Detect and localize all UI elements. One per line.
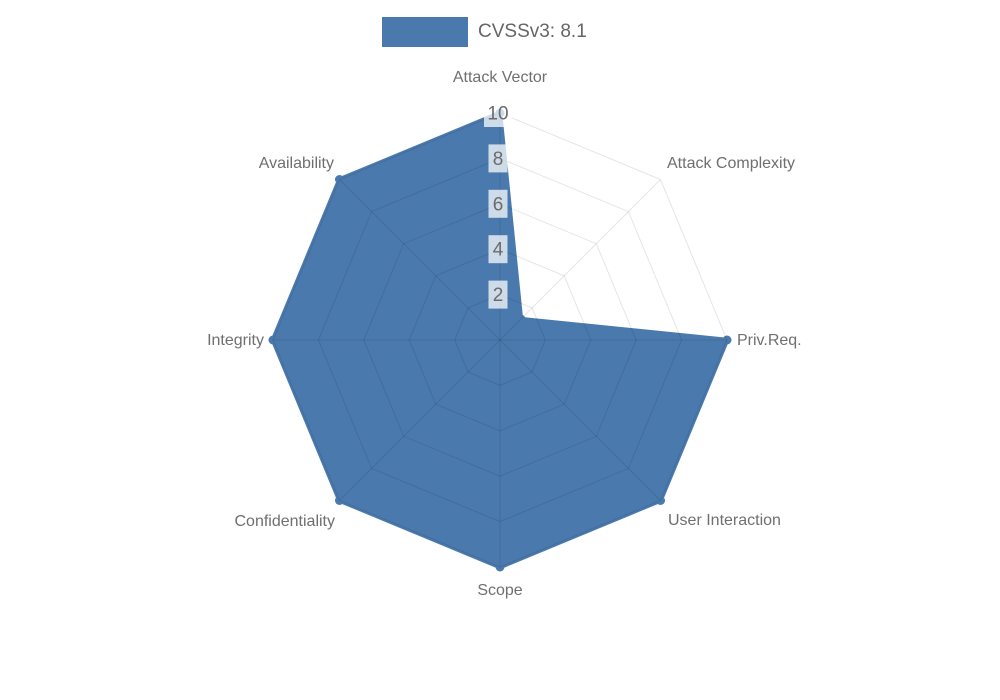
series-point <box>335 496 344 505</box>
grid-ring <box>272 112 728 568</box>
grid-spoke <box>339 339 501 501</box>
grid-ring <box>317 157 683 523</box>
legend-label: CVSSv3: 8.1 <box>478 21 587 42</box>
grid-ring <box>408 248 592 432</box>
radial-tick-label: 2 <box>493 285 504 306</box>
axis-label-attack-vector: Attack Vector <box>453 69 548 86</box>
axis-label-availability: Availability <box>259 155 334 172</box>
axis-label-confidentiality: Confidentiality <box>235 513 336 530</box>
tick-backdrop <box>488 235 508 264</box>
tick-backdrop <box>488 144 508 173</box>
axis-label-integrity: Integrity <box>207 332 264 349</box>
legend-swatch <box>382 17 468 47</box>
radial-tick-label: 6 <box>493 194 504 215</box>
tick-backdrop <box>484 99 512 127</box>
series-point <box>722 335 732 345</box>
series-point <box>516 314 526 324</box>
series-point <box>268 335 278 345</box>
radial-tick-label: 8 <box>493 149 504 170</box>
axis-label-priv-req: Priv.Req. <box>737 332 802 349</box>
axis-label-user-interaction: User Interaction <box>668 512 781 529</box>
grid-ring <box>454 294 546 386</box>
grid-spoke <box>499 179 661 341</box>
tick-backdrop <box>488 189 508 218</box>
tick-backdrop <box>488 280 508 309</box>
radar-grid <box>272 112 728 568</box>
axis-label-scope: Scope <box>477 582 522 599</box>
series-point <box>656 496 665 505</box>
radial-tick-label: 10 <box>487 104 508 125</box>
grid-ring <box>363 203 637 477</box>
grid-spoke <box>339 179 501 341</box>
radial-tick-label: 4 <box>493 240 504 261</box>
series-point <box>495 562 505 572</box>
chart-legend[interactable]: CVSSv3: 8.1 <box>382 17 587 47</box>
grid-spoke <box>499 339 661 501</box>
axis-label-attack-complexity: Attack Complexity <box>667 155 795 172</box>
series-point <box>335 175 344 184</box>
